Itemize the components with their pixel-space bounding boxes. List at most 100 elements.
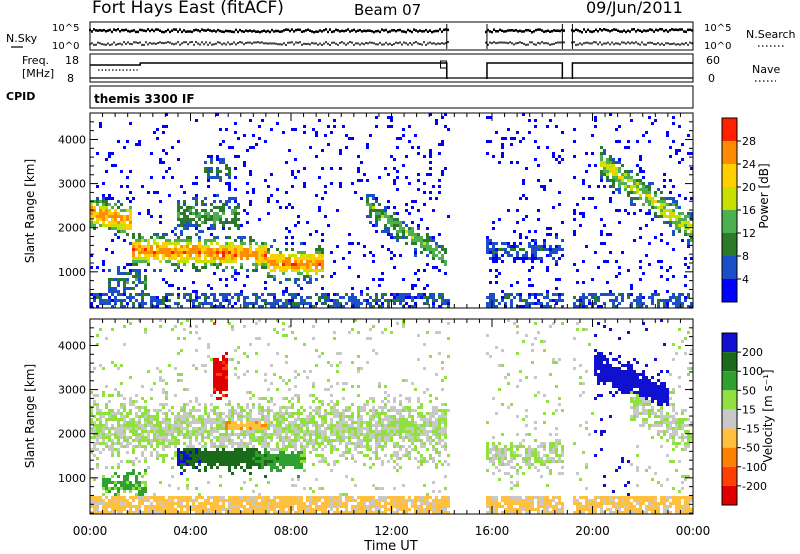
- velocity-cell: [198, 427, 201, 430]
- velocity-cell: [213, 454, 216, 457]
- velocity-cell: [114, 415, 117, 418]
- power-cell: [228, 185, 231, 188]
- power-cell: [237, 245, 240, 248]
- power-cell: [153, 269, 156, 272]
- velocity-cell: [174, 445, 177, 448]
- power-cell: [315, 269, 318, 272]
- power-cell: [663, 221, 666, 224]
- velocity-cell: [129, 436, 132, 439]
- power-cell: [372, 278, 375, 281]
- power-cell: [582, 260, 585, 263]
- velocity-cell: [324, 421, 327, 424]
- velocity-cell: [288, 415, 291, 418]
- velocity-cell: [309, 394, 312, 397]
- power-cell: [150, 302, 153, 305]
- power-cell: [582, 305, 585, 308]
- power-cell: [222, 227, 225, 230]
- velocity-cell: [294, 385, 297, 388]
- velocity-cell: [339, 496, 342, 499]
- power-cell: [324, 191, 327, 194]
- velocity-cell: [162, 430, 165, 433]
- velocity-cell: [267, 400, 270, 403]
- velocity-cell: [276, 427, 279, 430]
- velocity-cell: [294, 439, 297, 442]
- power-cell: [243, 302, 246, 305]
- velocity-cell: [294, 466, 297, 469]
- velocity-cell: [288, 511, 291, 514]
- power-cell: [408, 140, 411, 143]
- power-cell: [186, 242, 189, 245]
- velocity-cell: [354, 460, 357, 463]
- power-cell: [438, 296, 441, 299]
- power-cell: [492, 251, 495, 254]
- velocity-cell: [270, 448, 273, 451]
- power-cell: [687, 152, 690, 155]
- power-cell: [537, 179, 540, 182]
- velocity-cell: [369, 418, 372, 421]
- power-cell: [102, 206, 105, 209]
- power-cell: [147, 263, 150, 266]
- power-cell: [435, 197, 438, 200]
- power-cell: [291, 206, 294, 209]
- velocity-cell: [165, 445, 168, 448]
- velocity-cell: [369, 424, 372, 427]
- power-cell: [657, 305, 660, 308]
- power-cell: [687, 266, 690, 269]
- power-cell: [321, 149, 324, 152]
- power-cell: [129, 200, 132, 203]
- velocity-cell: [189, 421, 192, 424]
- power-cell: [621, 251, 624, 254]
- power-cell: [522, 194, 525, 197]
- velocity-cell: [249, 436, 252, 439]
- power-cell: [177, 224, 180, 227]
- velocity-cell: [177, 463, 180, 466]
- velocity-cell: [237, 499, 240, 502]
- velocity-cell: [189, 430, 192, 433]
- velocity-cell: [318, 460, 321, 463]
- power-cell: [291, 173, 294, 176]
- power-cell: [663, 203, 666, 206]
- power-cell: [417, 152, 420, 155]
- velocity-cell: [156, 433, 159, 436]
- velocity-cell: [336, 448, 339, 451]
- power-cell: [402, 278, 405, 281]
- velocity-cell: [144, 457, 147, 460]
- velocity-cell: [336, 496, 339, 499]
- power-cell: [120, 203, 123, 206]
- power-cell: [561, 248, 564, 251]
- velocity-cell: [291, 397, 294, 400]
- velocity-cell: [108, 487, 111, 490]
- velocity-cell: [96, 448, 99, 451]
- velocity-cell: [318, 355, 321, 358]
- power-cell: [396, 146, 399, 149]
- power-cell: [153, 299, 156, 302]
- power-cell: [486, 236, 489, 239]
- power-cell: [204, 161, 207, 164]
- power-cell: [243, 164, 246, 167]
- velocity-cell: [267, 388, 270, 391]
- velocity-cell: [180, 463, 183, 466]
- velocity-cell: [234, 457, 237, 460]
- velocity-cell: [93, 433, 96, 436]
- velocity-cell: [261, 502, 264, 505]
- velocity-cell: [120, 442, 123, 445]
- velocity-cell: [141, 451, 144, 454]
- velocity-cell: [249, 454, 252, 457]
- power-cell: [672, 296, 675, 299]
- power-cell: [684, 284, 687, 287]
- velocity-cell: [315, 427, 318, 430]
- power-cell: [294, 260, 297, 263]
- power-cell: [180, 305, 183, 308]
- velocity-cell: [120, 460, 123, 463]
- power-cell: [588, 299, 591, 302]
- power-cell: [210, 161, 213, 164]
- velocity-cell: [189, 424, 192, 427]
- velocity-cell: [96, 511, 99, 514]
- velocity-cell: [120, 487, 123, 490]
- velocity-cell: [129, 487, 132, 490]
- power-cell: [585, 245, 588, 248]
- power-cell: [219, 221, 222, 224]
- power-cell: [558, 203, 561, 206]
- power-cell: [411, 227, 414, 230]
- power-cell: [327, 296, 330, 299]
